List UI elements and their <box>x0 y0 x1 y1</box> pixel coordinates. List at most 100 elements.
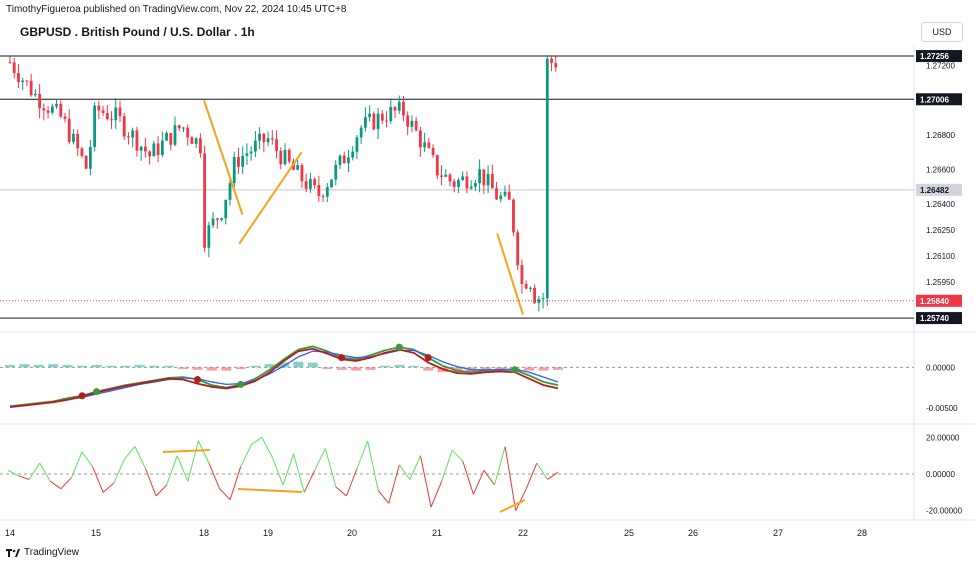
candle-body <box>224 199 228 219</box>
osc2-segment <box>134 446 146 469</box>
candle-body <box>198 138 202 154</box>
osc2-segment <box>547 471 559 480</box>
time-tick-label: 20 <box>347 528 357 538</box>
candle-body <box>143 146 147 152</box>
candle-body <box>50 106 54 113</box>
candle-body <box>503 191 507 196</box>
candle-body <box>245 153 249 156</box>
candle-body <box>270 138 274 140</box>
oscillator-pane-1[interactable]: 0.00000 -0.00500 <box>0 343 958 413</box>
candle-body <box>347 157 350 164</box>
candle-body <box>550 58 553 64</box>
candle-body <box>545 58 549 299</box>
candle-body <box>156 143 160 155</box>
osc2-segment <box>483 470 495 486</box>
candle-body <box>101 110 105 113</box>
candle-body <box>262 133 266 143</box>
osc1-cross-dot <box>395 343 403 351</box>
osc1-histogram-bar <box>336 367 347 370</box>
candle-body <box>355 137 359 152</box>
osc2-tick-label: -20.00000 <box>926 507 963 516</box>
candle-body <box>533 287 537 303</box>
osc2-segment <box>303 470 316 493</box>
candle-body <box>241 155 245 167</box>
osc1-histogram-bar <box>19 364 30 368</box>
candle-body <box>465 176 469 189</box>
candle-body <box>8 62 12 64</box>
candle-body <box>84 155 88 169</box>
candle-body <box>495 188 498 200</box>
candle-body <box>431 147 435 156</box>
candle-body <box>220 218 223 220</box>
candle-body <box>72 133 75 142</box>
candle-body <box>330 179 333 188</box>
time-tick-label: 14 <box>5 528 15 538</box>
osc2-segment <box>18 475 30 480</box>
candle-body <box>486 173 490 186</box>
time-axis[interactable]: 14 15 18 19 20 21 22 25 26 27 28 <box>5 528 867 538</box>
candle-body <box>21 80 25 82</box>
osc2-segment <box>219 488 231 501</box>
currency-button[interactable]: USD <box>921 22 963 42</box>
time-tick-label: 28 <box>857 528 867 538</box>
osc1-histogram-bar <box>235 367 246 369</box>
osc2-segment <box>70 451 83 478</box>
candle-body <box>59 103 63 117</box>
osc1-histogram-bar <box>379 365 390 368</box>
level-price-tag <box>916 183 962 196</box>
price-tick-label: 1.26250 <box>926 226 955 235</box>
price-pane[interactable]: 1.27200 1.26800 1.26600 1.26400 1.26250 1.261… <box>0 50 962 325</box>
osc1-cross-dot <box>93 388 101 396</box>
candle-body <box>165 133 168 141</box>
candle-body <box>402 101 405 116</box>
candle-body <box>232 157 236 184</box>
candle-body <box>279 150 283 165</box>
level-price-tag <box>916 50 962 63</box>
candle-body <box>393 107 397 111</box>
candle-body <box>93 105 97 148</box>
candle-body <box>258 133 262 141</box>
time-tick-label: 21 <box>432 528 442 538</box>
osc2-segment <box>335 486 347 497</box>
time-tick-label: 18 <box>199 528 209 538</box>
level-price-tag <box>916 93 962 106</box>
candle-body <box>215 218 219 220</box>
candle-body <box>190 137 194 144</box>
osc2-segment <box>50 480 62 490</box>
candle-body <box>29 80 33 96</box>
osc2-segment <box>282 453 295 486</box>
candle-body <box>249 151 253 154</box>
level-price-label: 1.27256 <box>920 52 949 61</box>
level-price-tag <box>916 312 962 325</box>
candle-body <box>478 169 482 184</box>
osc2-segment <box>28 462 41 480</box>
candle-body <box>473 183 477 187</box>
osc1-histogram-bar <box>48 364 59 368</box>
osc2-segment <box>155 484 168 497</box>
candle-body <box>122 116 126 137</box>
candle-body <box>177 125 181 129</box>
candle-body <box>461 176 465 181</box>
candle-body <box>63 116 67 119</box>
candle-body <box>25 80 29 82</box>
candle-body <box>308 179 312 189</box>
osc1-histogram-bar <box>206 367 217 371</box>
tradingview-brand[interactable]: TradingView <box>6 547 79 558</box>
candle-body <box>173 125 177 145</box>
osc2-segment <box>102 482 115 493</box>
candle-body <box>512 199 515 233</box>
osc1-histogram-bar <box>495 367 506 369</box>
price-tick-label: 1.26800 <box>926 131 955 140</box>
osc1-histogram-bar <box>279 362 289 368</box>
oscillator-pane-2[interactable]: 20.00000 0.00000 -20.00000 <box>0 433 963 516</box>
osc1-histogram-bar <box>408 365 419 368</box>
candle-body <box>389 107 393 122</box>
candle-body <box>397 101 401 111</box>
candle-body <box>554 63 558 68</box>
osc2-segment <box>345 468 358 497</box>
osc2-segment <box>7 469 19 477</box>
osc2-segment <box>472 470 485 495</box>
candle-body <box>418 130 422 148</box>
osc2-segment <box>39 462 51 482</box>
